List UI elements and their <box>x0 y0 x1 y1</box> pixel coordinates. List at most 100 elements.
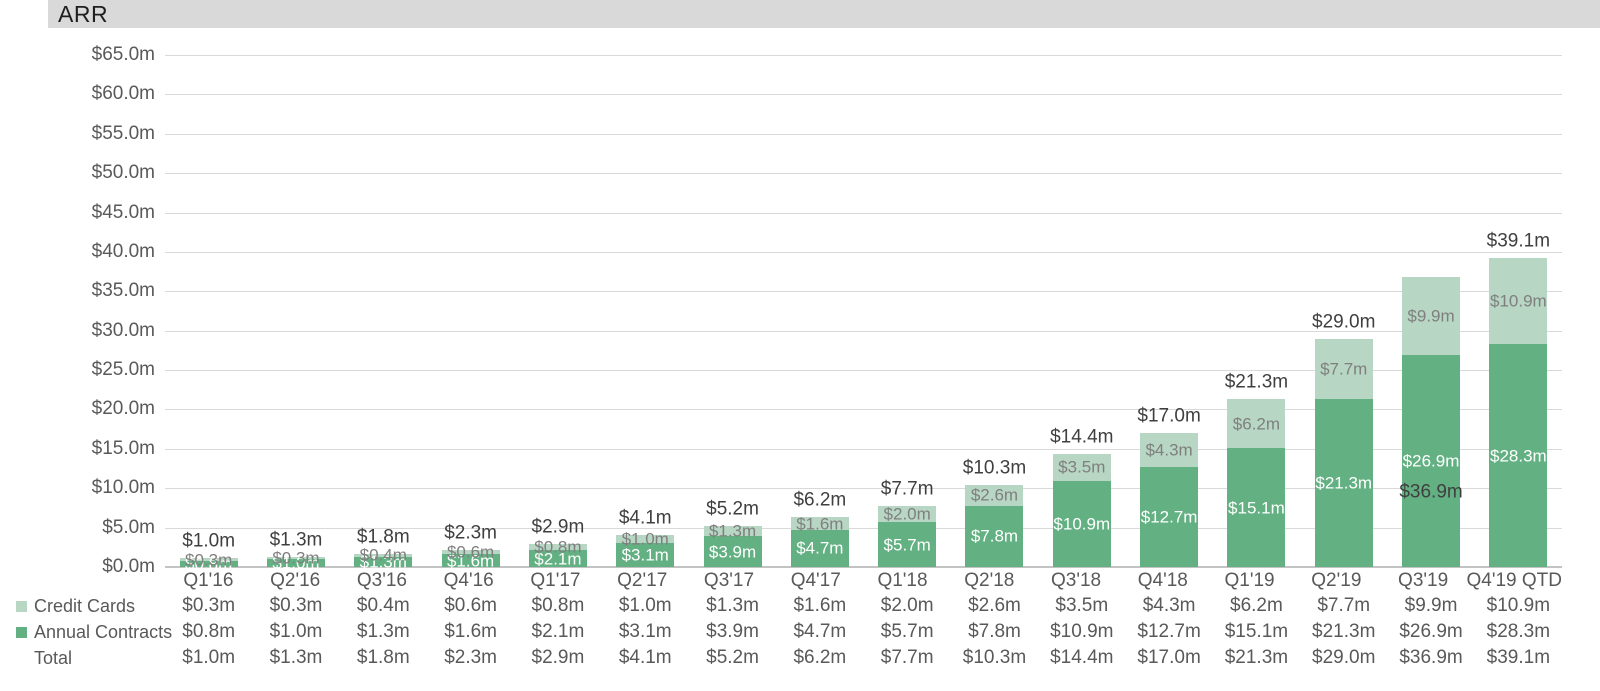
bar-group-q4-17: $4.7m $1.6m $6.2m <box>776 55 863 567</box>
data-table: Credit Cards $0.3m $0.3m $0.4m $0.6m $0.8m $1.… <box>0 593 1600 671</box>
bar-segment-annual-contracts[interactable] <box>616 542 675 567</box>
bar-segment-credit-cards[interactable] <box>1227 399 1286 449</box>
bar-group-q3-17: $3.9m $1.3m $5.2m <box>689 55 776 567</box>
x-axis-label-q4-16: Q4'16 <box>443 570 494 591</box>
bar-segment-annual-contracts[interactable] <box>528 550 587 567</box>
table-cell: $21.3m <box>1224 647 1289 668</box>
bar-segment-credit-cards[interactable] <box>790 517 849 530</box>
row-values: $0.3m $0.3m $0.4m $0.6m $0.8m $1.0m $1.3m $1.6m… <box>165 595 1562 617</box>
table-cell: $6.2m <box>1230 595 1283 616</box>
bar-label-credit-cards: $0.4m <box>359 545 407 565</box>
bar-segment-credit-cards[interactable] <box>1140 433 1199 467</box>
chart-header-bar: ARR <box>48 0 1600 28</box>
table-cell: $1.6m <box>793 595 847 616</box>
bar-label-credit-cards: $2.6m <box>970 485 1019 505</box>
bar-segment-credit-cards[interactable] <box>354 553 413 557</box>
y-axis-tick-label: $65.0m <box>91 44 155 65</box>
bar-segment-annual-contracts[interactable] <box>441 554 500 567</box>
y-axis-tick-label: $40.0m <box>91 240 155 262</box>
gridline <box>165 291 1562 293</box>
bar-total-label: $2.3m <box>444 522 497 544</box>
row-values: $1.0m $1.3m $1.8m $2.3m $2.9m $4.1m $5.2m $6.2m… <box>165 647 1562 669</box>
table-cell: $1.6m <box>444 621 497 642</box>
bar-segment-credit-cards[interactable] <box>1402 277 1461 356</box>
bar-group-q1-16: $0.8m $0.3m $1.0m <box>165 55 252 572</box>
bar-segment-annual-contracts[interactable] <box>965 505 1024 567</box>
bar-segment-credit-cards[interactable] <box>441 549 500 555</box>
bar-group-q1-17: $2.1m $0.8m $2.9m <box>514 55 601 567</box>
table-cell: $21.3m <box>1312 621 1376 642</box>
bar-total-label: $17.0m <box>1137 405 1201 427</box>
gridline <box>165 173 1562 175</box>
bar-segment-annual-contracts[interactable] <box>266 559 325 567</box>
bar-total-label: $7.7m <box>880 478 934 500</box>
chart-title: ARR <box>58 1 109 27</box>
bar-label-credit-cards: $2.0m <box>883 504 931 524</box>
gridline <box>165 94 1562 96</box>
bar-segment-credit-cards[interactable] <box>179 558 238 561</box>
bar-segment-annual-contracts[interactable] <box>354 556 413 567</box>
table-cell: $10.3m <box>962 647 1027 668</box>
table-cell: $3.1m <box>618 621 672 642</box>
bar-segment-annual-contracts[interactable] <box>790 529 849 567</box>
bar-segment-annual-contracts[interactable] <box>1227 448 1286 567</box>
bar-label-credit-cards: $0.6m <box>446 542 495 562</box>
gridline <box>165 212 1562 214</box>
table-cell: $1.0m <box>182 647 236 668</box>
x-axis-label-q3-19: Q3'19 <box>1398 570 1449 591</box>
bar-segment-annual-contracts[interactable] <box>1402 355 1461 567</box>
bar-segment-annual-contracts[interactable] <box>1052 481 1111 567</box>
bar-segment-annual-contracts[interactable] <box>1140 466 1199 567</box>
bar-segment-annual-contracts[interactable] <box>179 560 238 567</box>
row-label: Total <box>34 647 73 668</box>
bar-segment-credit-cards[interactable] <box>266 556 325 560</box>
bar-segment-annual-contracts[interactable] <box>1489 344 1548 567</box>
table-cell: $1.3m <box>356 621 410 642</box>
bar-segment-credit-cards[interactable] <box>528 544 587 551</box>
bar-group-q3-18: $10.9m $3.5m $14.4m <box>1038 55 1125 567</box>
bar-segment-credit-cards[interactable] <box>1489 258 1548 345</box>
bar-segment-credit-cards[interactable] <box>703 526 762 537</box>
bar-segment-credit-cards[interactable] <box>878 506 937 523</box>
bar-group-q1-18: $5.7m $2.0m $7.7m <box>864 55 951 567</box>
x-axis-label-q2-16: Q2'16 <box>270 570 321 591</box>
bar-group-q2-19: $21.3m $7.7m $29.0m <box>1300 55 1387 567</box>
bar-label-credit-cards: $4.3m <box>1145 440 1193 460</box>
bar-label-annual-contracts: $0.8m <box>185 554 233 574</box>
bar-segment-credit-cards[interactable] <box>1052 453 1111 482</box>
y-axis-tick-label: $55.0m <box>91 122 155 144</box>
bar-segment-credit-cards[interactable] <box>616 534 675 543</box>
row-header-total: Total <box>0 648 165 669</box>
table-cell: $39.1m <box>1486 647 1551 668</box>
x-axis-label-q2-18: Q2'18 <box>964 570 1015 591</box>
bar-label-annual-contracts: $10.9m <box>1053 514 1111 534</box>
table-cell: $7.7m <box>880 647 934 668</box>
row-header-annual-contracts: Annual Contracts <box>0 622 172 643</box>
table-cell: $0.6m <box>444 595 497 616</box>
table-cell: $2.3m <box>444 647 497 668</box>
table-cell: $0.3m <box>269 595 323 616</box>
bar-segment-annual-contracts[interactable] <box>1314 399 1373 567</box>
bar-label-annual-contracts: $1.6m <box>446 551 495 571</box>
bar-total-label: $1.3m <box>269 529 323 551</box>
bar-total-label: $6.2m <box>793 489 847 511</box>
x-axis-label-q4-18: Q4'18 <box>1137 570 1188 591</box>
bar-label-credit-cards: $10.9m <box>1489 291 1547 311</box>
x-axis-label-q2-17: Q2'17 <box>617 570 668 591</box>
bars-container: $0.8m $0.3m $1.0m $1.0m $0.3m $1.3m $1.3m $0.4m… <box>165 55 1562 572</box>
gridline <box>165 488 1562 490</box>
gridline <box>165 55 1562 56</box>
table-cell: $1.3m <box>706 595 759 616</box>
bar-total-label: $5.2m <box>706 498 759 520</box>
table-cell: $7.7m <box>1317 595 1371 616</box>
table-cell: $5.7m <box>880 621 934 642</box>
bar-segment-annual-contracts[interactable] <box>878 522 937 567</box>
table-cell: $2.6m <box>968 595 1021 616</box>
table-cell: $14.4m <box>1050 647 1114 668</box>
bar-segment-credit-cards[interactable] <box>965 485 1024 506</box>
bar-segment-annual-contracts[interactable] <box>703 536 762 567</box>
bar-segment-credit-cards[interactable] <box>1314 338 1373 400</box>
row-values: $0.8m $1.0m $1.3m $1.6m $2.1m $3.1m $3.9m $4.7m… <box>165 621 1562 643</box>
table-cell: $2.9m <box>531 647 585 668</box>
bar-total-label: $2.9m <box>531 516 585 538</box>
